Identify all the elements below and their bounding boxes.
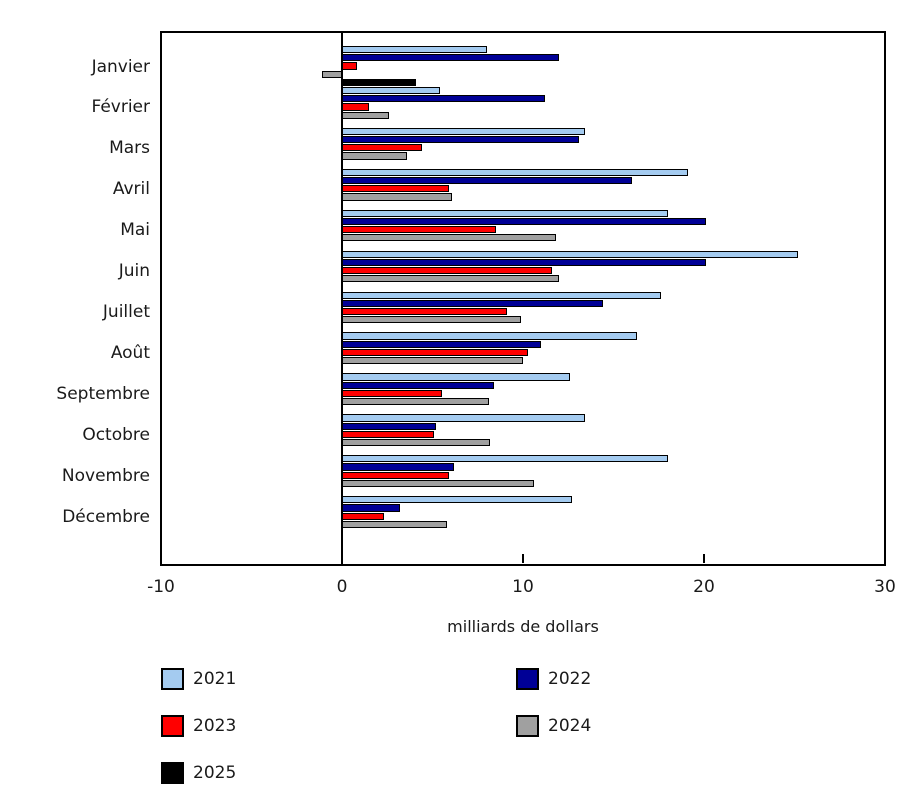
legend-item-2023: 2023 <box>161 715 236 737</box>
bar-2022-novembre <box>342 463 455 471</box>
bar-2024-avril <box>342 193 453 201</box>
bar-2023-décembre <box>342 512 384 520</box>
bar-2021-décembre <box>342 496 572 504</box>
bar-2022-juillet <box>342 299 603 307</box>
bar-2024-février <box>342 111 390 119</box>
legend-label-2023: 2023 <box>193 716 237 736</box>
bar-2023-janvier <box>342 62 357 70</box>
bar-2021-mars <box>342 127 585 136</box>
legend-item-2022: 2022 <box>516 668 591 690</box>
bar-2024-octobre <box>342 438 491 447</box>
bar-2024-janvier <box>322 70 342 78</box>
bar-2021-juin <box>342 250 799 258</box>
bar-2023-février <box>342 103 370 111</box>
y-label-mars: Mars <box>109 138 150 159</box>
legend-swatch-2021 <box>161 668 184 690</box>
bar-2022-octobre <box>342 422 437 430</box>
legend-swatch-2023 <box>161 715 184 737</box>
legend-swatch-2022 <box>516 668 539 690</box>
legend-item-2024: 2024 <box>516 715 591 737</box>
x-axis-title: milliards de dollars <box>447 617 599 636</box>
legend-item-2025: 2025 <box>161 762 236 784</box>
bar-2023-novembre <box>342 471 449 479</box>
bar-2022-janvier <box>342 54 560 62</box>
legend-label-2024: 2024 <box>548 716 592 736</box>
bar-2024-novembre <box>342 479 534 487</box>
bar-2022-avril <box>342 176 632 185</box>
legend-swatch-2025 <box>161 762 184 784</box>
bar-2024-juin <box>342 275 560 283</box>
bar-2023-août <box>342 348 529 357</box>
bar-2024-mai <box>342 234 556 242</box>
bar-2021-mai <box>342 209 668 217</box>
x-tick-10 <box>522 554 524 563</box>
bar-2022-février <box>342 95 545 103</box>
bar-2022-décembre <box>342 504 400 512</box>
bar-2022-mars <box>342 136 580 144</box>
y-label-décembre: Décembre <box>62 506 150 527</box>
bar-2023-avril <box>342 185 449 193</box>
bar-2025-janvier <box>342 78 417 86</box>
bar-2021-septembre <box>342 373 571 381</box>
bar-2024-juillet <box>342 316 522 324</box>
bar-2024-décembre <box>342 520 447 528</box>
bar-2022-juin <box>342 258 706 267</box>
legend-swatch-2024 <box>516 715 539 737</box>
bar-2021-janvier <box>342 46 487 54</box>
y-label-mai: Mai <box>120 220 150 241</box>
legend-label-2022: 2022 <box>548 669 592 689</box>
plot-area-border <box>160 31 886 566</box>
legend-label-2021: 2021 <box>193 669 237 689</box>
bar-2024-août <box>342 357 523 365</box>
bar-2021-juillet <box>342 291 661 299</box>
bar-2021-avril <box>342 168 688 177</box>
x-tick-label-30: 30 <box>874 577 896 597</box>
y-label-octobre: Octobre <box>82 424 150 445</box>
bar-2024-septembre <box>342 397 489 406</box>
bar-2023-juillet <box>342 307 507 316</box>
bar-2024-mars <box>342 152 408 160</box>
bar-2022-mai <box>342 217 706 226</box>
bar-2023-mai <box>342 226 496 234</box>
bar-2021-août <box>342 332 637 340</box>
y-label-juillet: Juillet <box>102 302 150 322</box>
x-tick-20 <box>703 554 705 563</box>
bar-2021-février <box>342 86 440 95</box>
y-label-avril: Avril <box>112 179 150 200</box>
legend-label-2025: 2025 <box>193 763 237 783</box>
y-label-juin: Juin <box>118 261 150 282</box>
bar-2023-septembre <box>342 389 442 397</box>
y-label-août: Août <box>110 342 150 363</box>
bar-2022-septembre <box>342 381 494 389</box>
y-label-novembre: Novembre <box>61 465 150 486</box>
bar-2023-octobre <box>342 430 435 438</box>
y-label-septembre: Septembre <box>56 383 150 404</box>
y-label-février: Février <box>91 97 150 118</box>
x-tick-label--10: -10 <box>147 577 175 597</box>
bar-2023-mars <box>342 144 422 152</box>
x-tick-label-10: 10 <box>512 577 534 597</box>
bar-2021-novembre <box>342 455 668 463</box>
bar-2021-octobre <box>342 414 585 422</box>
legend-item-2021: 2021 <box>161 668 236 690</box>
bar-2023-juin <box>342 267 552 275</box>
bar-2022-août <box>342 340 542 348</box>
zero-axis-line <box>341 32 343 565</box>
y-label-janvier: Janvier <box>91 56 150 77</box>
x-tick-label-20: 20 <box>693 577 715 597</box>
x-tick-label-0: 0 <box>336 577 348 597</box>
